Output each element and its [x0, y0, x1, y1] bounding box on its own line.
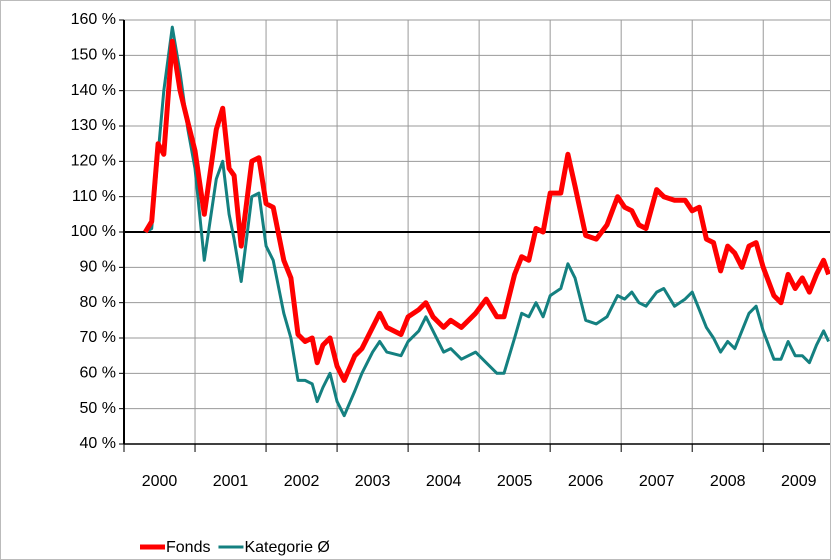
x-tick-label: 2009	[781, 473, 817, 490]
x-tick-label: 2004	[426, 473, 462, 490]
x-tick-label: 2006	[568, 473, 604, 490]
y-tick-label: 140 %	[71, 82, 116, 99]
y-tick-label: 40 %	[80, 435, 116, 452]
x-tick-label: 2003	[355, 473, 391, 490]
y-tick-label: 90 %	[80, 259, 116, 276]
series-line	[143, 38, 830, 383]
x-tick-label: 2007	[639, 473, 675, 490]
y-tick-label: 80 %	[80, 294, 116, 311]
x-tick-label: 2002	[284, 473, 320, 490]
series-line	[144, 25, 830, 418]
y-tick-label: 130 %	[71, 117, 116, 134]
y-tick-label: 50 %	[80, 400, 116, 417]
y-tick-label: 100 %	[71, 223, 116, 240]
y-tick-label: 150 %	[71, 47, 116, 64]
x-tick-label: 2001	[213, 473, 249, 490]
legend-label: Fonds	[166, 539, 210, 556]
x-tick-label: 2000	[142, 473, 178, 490]
x-tick-label: 2005	[497, 473, 533, 490]
y-tick-label: 120 %	[71, 153, 116, 170]
y-tick-label: 160 %	[71, 11, 116, 28]
y-tick-label: 110 %	[72, 188, 116, 205]
legend-label: Kategorie Ø	[244, 539, 329, 556]
y-tick-label: 60 %	[80, 365, 116, 382]
y-tick-label: 70 %	[80, 329, 116, 346]
x-tick-label: 2008	[710, 473, 746, 490]
